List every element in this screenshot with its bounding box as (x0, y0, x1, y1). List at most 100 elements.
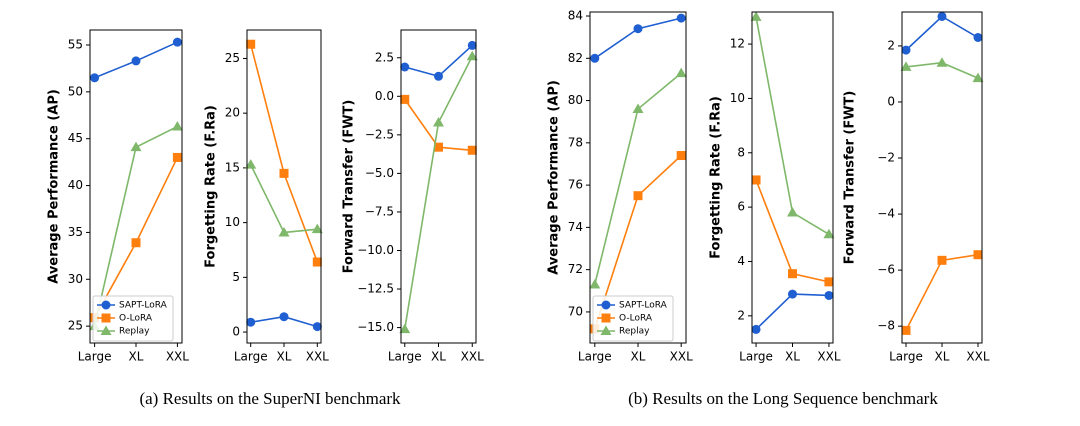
data-point (311, 223, 323, 234)
data-point (937, 255, 947, 265)
data-point (901, 45, 911, 55)
y-tick-label: −7.5 (365, 204, 394, 218)
data-point (676, 13, 686, 23)
y-tick-label: −4 (877, 207, 895, 221)
data-point (751, 175, 761, 185)
data-point (467, 40, 477, 50)
series-line (403, 55, 473, 330)
x-tick-label: Large (388, 350, 422, 364)
legend-label: O-LoRA (119, 314, 153, 324)
x-tick-label: Large (78, 350, 112, 364)
y-tick-label: 82 (568, 51, 583, 65)
legend-marker (600, 325, 612, 335)
data-point (400, 62, 410, 72)
data-point (824, 290, 834, 300)
series-line (905, 15, 979, 51)
x-tick-label: XXL (461, 350, 484, 364)
data-point (172, 152, 182, 162)
x-tick-label: XXL (966, 350, 989, 364)
y-tick-label: 50 (68, 84, 83, 98)
y-tick-label: 84 (568, 9, 583, 23)
data-point (788, 289, 797, 299)
y-tick-label: 76 (568, 178, 583, 192)
legend-label: SAPT-LoRA (119, 301, 168, 311)
y-tick-label: 35 (68, 225, 83, 239)
legend-box (92, 295, 174, 342)
y-tick-label: 4 (737, 254, 745, 268)
data-point (466, 50, 478, 61)
y-tick-label: 40 (68, 178, 83, 192)
series-line (755, 179, 830, 283)
data-point (467, 145, 477, 155)
y-axis-label: Forgetting Rate (F.Ra) (204, 105, 219, 268)
data-point (90, 73, 100, 83)
y-tick-label: 5 (232, 270, 240, 284)
y-tick-label: −5.0 (365, 166, 394, 180)
y-tick-label: 0 (232, 325, 240, 339)
legend-marker (101, 313, 111, 323)
plot-frame (89, 29, 183, 344)
y-tick-label: 72 (568, 262, 583, 276)
y-axis-label: Forgetting Rate (F.Ra) (709, 96, 724, 259)
data-point (633, 191, 643, 201)
y-tick-label: 2.5 (375, 50, 394, 64)
plot-frame (901, 11, 983, 344)
x-tick-label: XXL (166, 350, 189, 364)
data-point (676, 151, 686, 161)
data-point (434, 71, 443, 81)
data-point (172, 37, 182, 47)
x-tick-label: XXL (306, 350, 329, 364)
legend-label: O-LoRA (619, 314, 653, 324)
y-axis-label: Forward Transfer (FWT) (843, 91, 858, 265)
y-tick-label: 30 (68, 272, 83, 286)
data-point (246, 317, 256, 327)
data-point (400, 94, 410, 104)
data-point (434, 142, 443, 152)
y-tick-label: −12.5 (357, 282, 394, 296)
x-tick-label: XL (785, 350, 800, 364)
x-tick-label: Large (889, 350, 923, 364)
data-point (824, 277, 834, 287)
y-tick-label: 10 (225, 215, 240, 229)
y-tick-label: 25 (225, 51, 240, 65)
data-point (590, 53, 600, 63)
y-tick-label: 8 (737, 145, 745, 159)
y-tick-label: 20 (225, 106, 240, 120)
series-line (755, 16, 830, 235)
legend-marker (601, 300, 611, 310)
x-tick-label: Large (578, 350, 612, 364)
data-point (788, 269, 797, 279)
caption: (b) Results on the Long Sequence benchma… (628, 389, 938, 408)
data-point (632, 103, 644, 114)
data-point (936, 57, 948, 67)
data-point (433, 117, 444, 127)
data-point (399, 323, 411, 334)
series-line (93, 157, 179, 319)
data-point (750, 11, 762, 21)
data-point (937, 11, 947, 21)
data-point (278, 226, 290, 237)
data-point (751, 324, 761, 334)
y-tick-label: 0.0 (375, 89, 394, 103)
data-point (972, 72, 984, 83)
legend-marker (601, 313, 611, 323)
data-point (901, 325, 911, 335)
data-point (245, 159, 257, 169)
legend-label: SAPT-LoRA (619, 301, 668, 311)
y-tick-label: 78 (568, 135, 583, 149)
x-tick-label: Large (234, 350, 268, 364)
y-axis-label: Average Performance (AP) (547, 80, 562, 275)
y-tick-label: 6 (737, 200, 745, 214)
y-tick-label: 0 (887, 94, 895, 108)
legend-label: Replay (119, 327, 150, 337)
plot-frame (589, 11, 687, 344)
y-tick-label: −6 (877, 263, 895, 277)
data-point (279, 312, 289, 322)
plot-frame (400, 29, 477, 344)
data-point (312, 257, 322, 267)
y-tick-label: 80 (568, 93, 583, 107)
data-point (131, 238, 141, 248)
y-tick-label: −2 (877, 151, 895, 165)
y-tick-label: 45 (68, 131, 83, 145)
